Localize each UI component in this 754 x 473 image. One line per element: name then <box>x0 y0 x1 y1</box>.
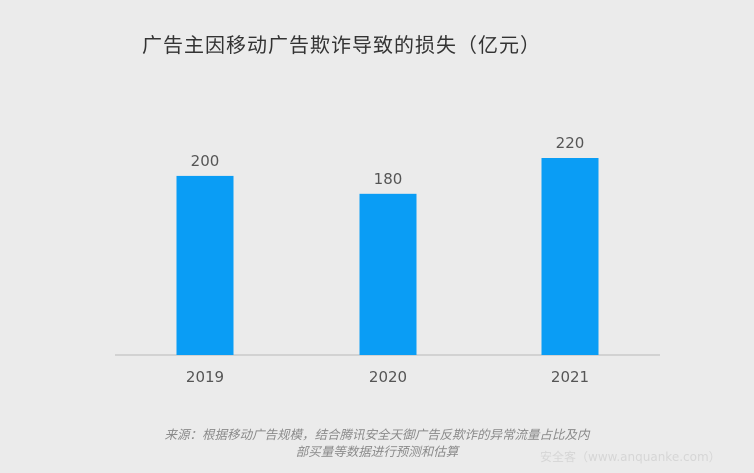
chart-title: 广告主因移动广告欺诈导致的损失（亿元） <box>142 33 541 57</box>
x-tick-label-2019: 2019 <box>186 368 224 386</box>
bar-2020 <box>359 193 417 355</box>
x-tick-label-2021: 2021 <box>551 368 589 386</box>
watermark: 安全客（www.anquanke.com） <box>540 450 721 464</box>
x-tick-label-2020: 2020 <box>369 368 407 386</box>
data-label-2021: 220 <box>556 134 585 152</box>
data-label-2020: 180 <box>374 170 403 188</box>
source-note: 来源：根据移动广告规模，结合腾讯安全天御广告反欺诈的异常流量占比及内 部买量等数… <box>122 426 632 460</box>
bar-2021 <box>541 158 599 355</box>
data-label-2019: 200 <box>191 152 220 170</box>
source-line-2: 部买量等数据进行预测和估算 <box>295 444 459 459</box>
bar-2019 <box>176 175 234 355</box>
source-line-1: 来源：根据移动广告规模，结合腾讯安全天御广告反欺诈的异常流量占比及内 <box>164 427 590 442</box>
